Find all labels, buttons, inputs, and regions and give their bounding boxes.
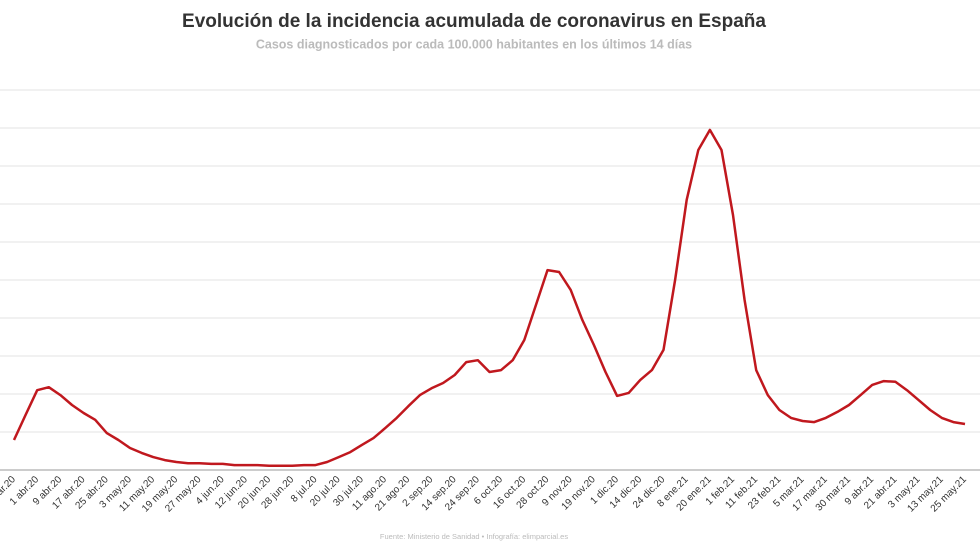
chart-title: Evolución de la incidencia acumulada de …	[182, 11, 766, 32]
source-note: Fuente: Ministerio de Sanidad • Infograf…	[380, 532, 568, 541]
chart-subtitle: Casos diagnosticados por cada 100.000 ha…	[256, 37, 692, 51]
line	[12, 128, 966, 468]
